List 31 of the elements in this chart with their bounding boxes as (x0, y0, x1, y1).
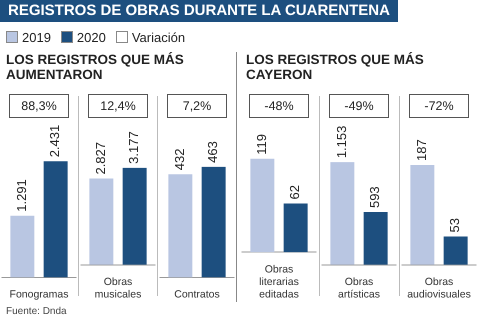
text: 88,3% (9, 94, 69, 118)
x-tick-label: Obras musicales (94, 276, 142, 301)
x-tick-label: Obras audiovisuales (407, 276, 471, 301)
source-note: Fuente: Dnda (6, 306, 67, 317)
text: -48% (249, 94, 309, 118)
data-label: 187 (414, 139, 429, 161)
x-tick-label: Fonogramas (10, 288, 68, 301)
data-label: 1.153 (334, 126, 349, 158)
data-label: 593 (367, 186, 382, 208)
text: -49% (329, 94, 389, 118)
x-tick-label: Contratos (174, 288, 220, 301)
chart-subtitle: LOS REGISTROS QUE MÁS CAYERON (246, 52, 425, 82)
text: REGISTROS DE OBRAS DURANTE LA CUARENTENA (0, 0, 398, 22)
data-label: 2.827 (92, 142, 108, 175)
data-label: 2.431 (47, 124, 62, 158)
data-label: 62 (287, 185, 302, 200)
data-label: 3.177 (126, 131, 142, 164)
chart-subtitle: LOS REGISTROS QUE MÁS AUMENTARON (6, 52, 185, 82)
data-label: 463 (205, 141, 220, 163)
data-label: 1.291 (14, 179, 29, 212)
legend-label: 2020 (76, 30, 106, 45)
data-label: 53 (447, 218, 462, 232)
legend-label: 2019 (21, 30, 51, 45)
text: -72% (409, 94, 469, 118)
text: 7,2% (167, 94, 227, 118)
x-tick-label: Obras artísticas (338, 276, 380, 301)
data-label: 119 (254, 134, 269, 155)
x-tick-label: Obras literarias editadas (259, 263, 299, 301)
legend-label: Variación (130, 30, 186, 45)
data-label: 432 (172, 148, 187, 170)
text: 12,4% (88, 94, 148, 118)
